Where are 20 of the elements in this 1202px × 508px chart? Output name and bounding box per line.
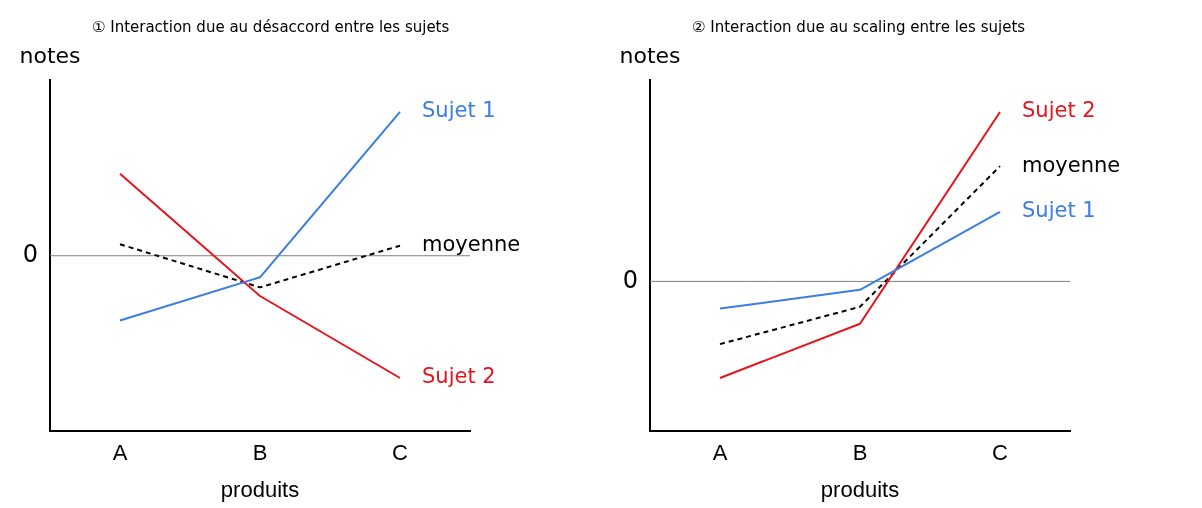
series-label: Sujet 2 [1022, 98, 1096, 123]
x-tick-label: C [992, 440, 1009, 466]
x-tick-label: A [112, 440, 128, 466]
series-label: Sujet 1 [422, 98, 496, 123]
x-axis-title: produits [820, 476, 900, 502]
series-label: moyenne [1022, 152, 1121, 177]
y-axis-title: notes [619, 42, 681, 68]
x-tick-label: B [852, 440, 868, 466]
chart-title: ② Interaction due au scaling entre les sujets [692, 17, 1026, 36]
series-label: moyenne [422, 232, 521, 257]
x-tick-label: C [392, 440, 409, 466]
chart-title: ① Interaction due au désaccord entre les sujets [92, 17, 450, 36]
ref-line-label: 0 [622, 265, 638, 294]
series-label: Sujet 1 [1022, 198, 1096, 223]
x-axis-title: produits [220, 476, 300, 502]
x-tick-label: B [252, 440, 268, 466]
series-label: Sujet 2 [422, 364, 496, 389]
ref-line-label: 0 [22, 239, 38, 268]
y-axis-title: notes [19, 42, 81, 68]
x-tick-label: A [712, 440, 728, 466]
